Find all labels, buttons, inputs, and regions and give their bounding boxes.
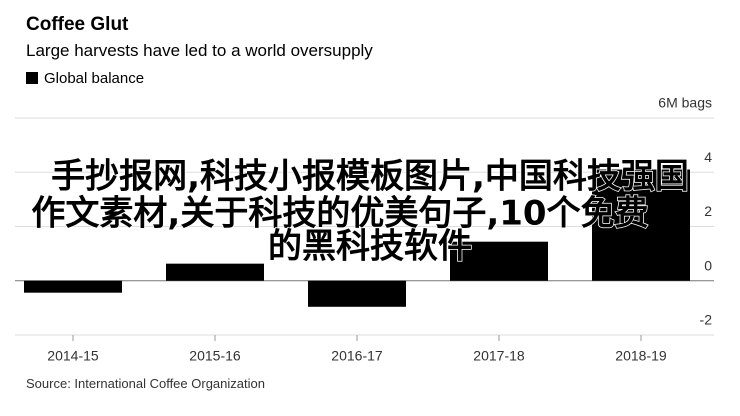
bar [24, 280, 122, 293]
y-tick-label: 6M bags [658, 95, 712, 111]
bar [166, 263, 264, 281]
y-tick-label: 2 [704, 203, 712, 219]
watermark: 作文素材,关于科技的优美句子,10个免费 [31, 194, 648, 234]
chart-subtitle: Large harvests have led to a world overs… [26, 41, 373, 60]
watermark: 的黑科技软件 [268, 227, 472, 267]
chart-title: Coffee Glut [26, 14, 129, 35]
legend-label: Global balance [44, 70, 144, 87]
x-tick-label: 2017-18 [473, 348, 525, 364]
y-tick-label: 0 [704, 257, 712, 273]
x-tick-label: 2014-15 [47, 348, 99, 364]
y-tick-label: -2 [700, 312, 713, 328]
x-tick-label: 2018-19 [615, 348, 667, 364]
legend-swatch [26, 72, 38, 84]
y-tick-label: 4 [704, 149, 712, 165]
x-tick-label: 2015-16 [189, 348, 241, 364]
source: Source: International Coffee Organizatio… [26, 376, 265, 391]
bar [308, 280, 406, 307]
bar [592, 169, 690, 281]
bar [450, 241, 548, 281]
watermark: 手抄报网,科技小报模板图片,中国科技强国 [51, 157, 689, 197]
x-tick-label: 2016-17 [331, 348, 383, 364]
